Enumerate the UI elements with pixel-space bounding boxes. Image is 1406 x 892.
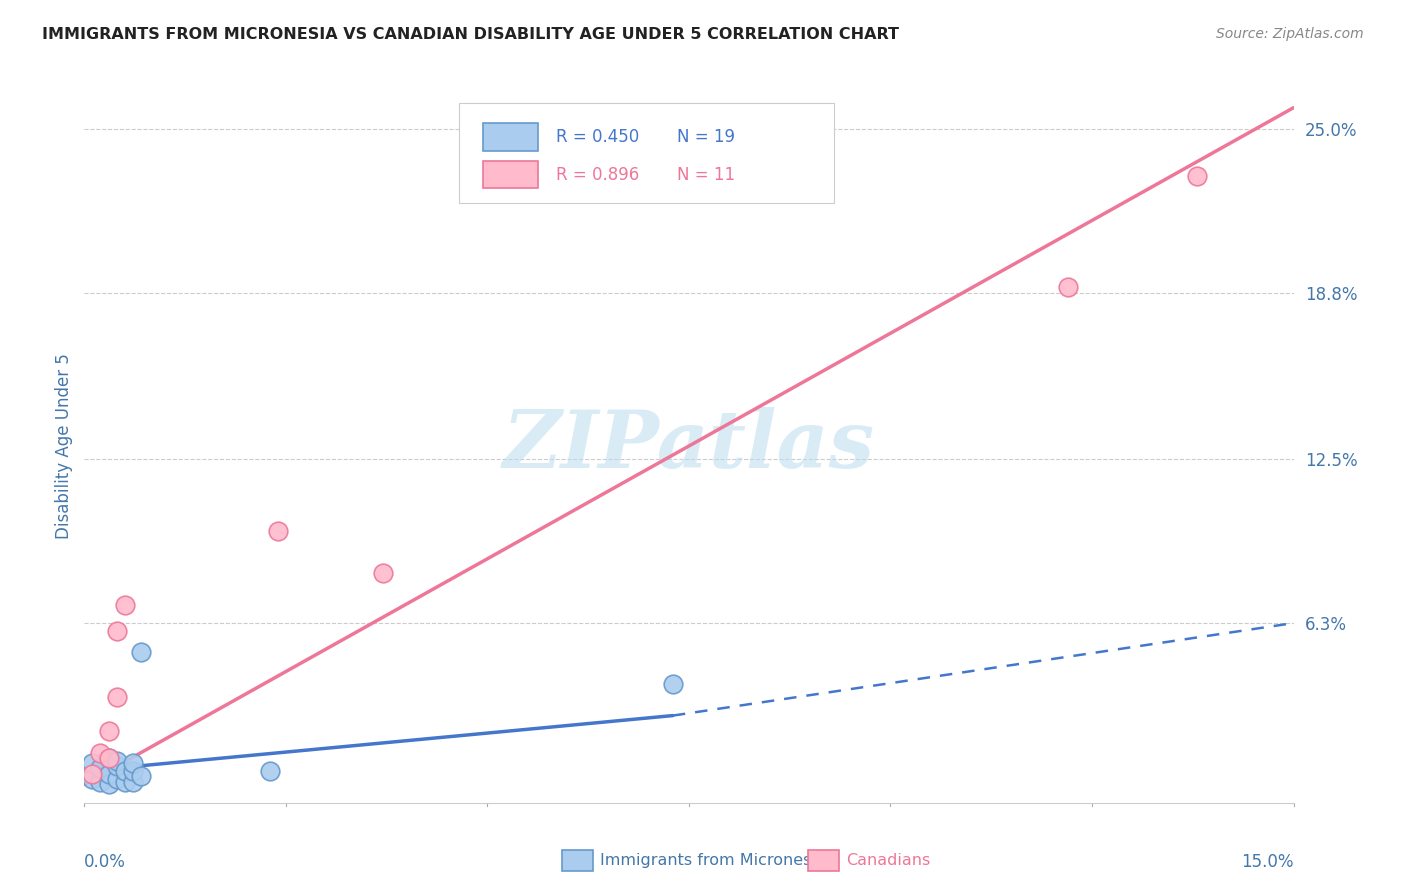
Text: N = 11: N = 11 [676,166,735,184]
Point [82,756,104,771]
Point [267,524,290,538]
FancyBboxPatch shape [484,123,538,151]
Text: 15.0%: 15.0% [1241,853,1294,871]
Point [662,677,685,691]
Text: R = 0.896: R = 0.896 [555,166,640,184]
Point [1056,280,1078,294]
Point [105,690,128,704]
Point [82,772,104,786]
Text: Source: ZipAtlas.com: Source: ZipAtlas.com [1216,27,1364,41]
Point [97,751,120,765]
Point [114,598,136,612]
Text: ZIPatlas: ZIPatlas [503,408,875,484]
Y-axis label: Disability Age Under 5: Disability Age Under 5 [55,353,73,539]
FancyBboxPatch shape [808,850,839,871]
Point [89,774,111,789]
Point [121,756,143,771]
Point [89,746,111,760]
Point [129,769,152,783]
Point [105,772,128,786]
Point [89,761,111,775]
Point [97,724,120,739]
Point [114,764,136,778]
Text: Canadians: Canadians [846,854,931,868]
Point [259,764,281,778]
Point [121,774,143,789]
Point [105,754,128,768]
FancyBboxPatch shape [460,103,834,203]
FancyBboxPatch shape [562,850,593,871]
Point [105,624,128,638]
FancyBboxPatch shape [484,161,538,188]
Point [97,751,120,765]
Point [97,777,120,791]
Point [97,766,120,780]
Text: N = 19: N = 19 [676,128,735,146]
Text: Immigrants from Micronesia: Immigrants from Micronesia [600,854,827,868]
Point [82,766,104,780]
Text: 0.0%: 0.0% [84,853,127,871]
Point [114,774,136,789]
Point [371,566,394,580]
Text: IMMIGRANTS FROM MICRONESIA VS CANADIAN DISABILITY AGE UNDER 5 CORRELATION CHART: IMMIGRANTS FROM MICRONESIA VS CANADIAN D… [42,27,900,42]
Point [1185,169,1208,184]
Point [105,759,128,773]
Point [121,764,143,778]
Point [129,645,152,659]
Text: R = 0.450: R = 0.450 [555,128,640,146]
